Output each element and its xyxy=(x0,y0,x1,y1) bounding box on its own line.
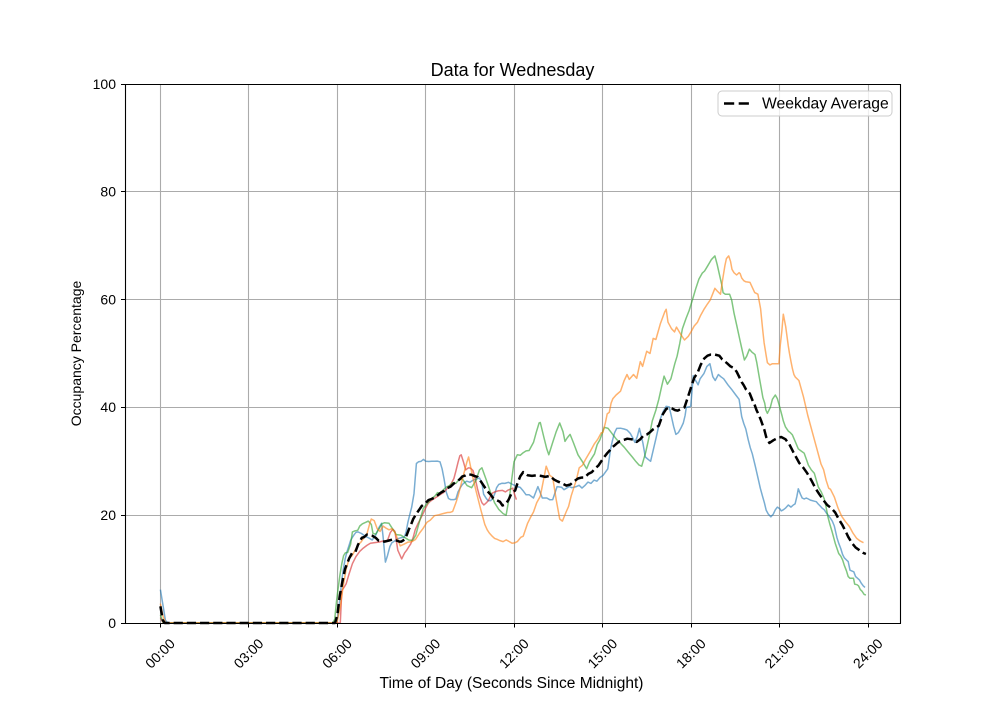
svg-text:80: 80 xyxy=(100,184,116,200)
svg-text:0: 0 xyxy=(108,615,116,631)
svg-text:Time of Day (Seconds Since Mid: Time of Day (Seconds Since Midnight) xyxy=(380,675,644,692)
svg-text:60: 60 xyxy=(100,291,116,307)
svg-text:Occupancy Percentage: Occupancy Percentage xyxy=(68,281,84,427)
svg-text:100: 100 xyxy=(93,76,117,92)
svg-text:Weekday Average: Weekday Average xyxy=(762,96,889,113)
svg-text:40: 40 xyxy=(100,399,116,415)
svg-text:Data for Wednesday: Data for Wednesday xyxy=(431,60,595,80)
svg-text:20: 20 xyxy=(100,507,116,523)
